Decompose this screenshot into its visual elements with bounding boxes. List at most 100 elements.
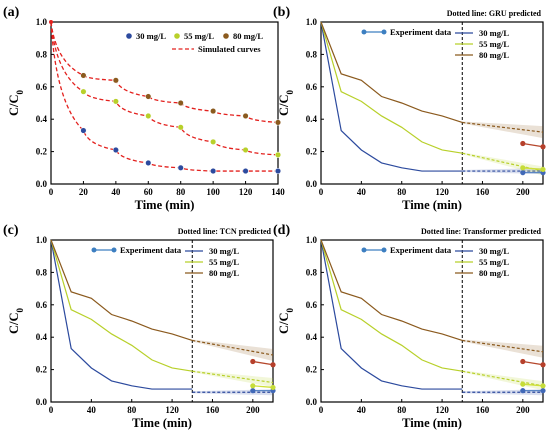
experiment-line bbox=[522, 360, 544, 366]
x-tick-label: 120 bbox=[435, 187, 449, 197]
legend-label: Experiment data bbox=[390, 245, 452, 255]
y-tick-label: 0.4 bbox=[36, 114, 48, 124]
x-tick-label: 20 bbox=[79, 187, 89, 197]
x-tick-label: 120 bbox=[435, 405, 449, 415]
experiment-point bbox=[520, 381, 526, 387]
data-point bbox=[80, 127, 87, 134]
x-axis-label: Time (min) bbox=[135, 198, 195, 212]
y-tick-label: 0.0 bbox=[306, 397, 318, 407]
y-axis-label: C/C0 bbox=[7, 89, 25, 116]
experiment-point bbox=[540, 383, 546, 389]
predicted-line bbox=[462, 121, 544, 133]
panel-label: (a) bbox=[3, 5, 20, 20]
plot-frame bbox=[50, 21, 279, 185]
series-line-55-mg-L bbox=[50, 239, 193, 372]
legend-marker bbox=[111, 247, 117, 253]
y-tick-label: 0.8 bbox=[36, 49, 48, 59]
y-tick-label: 1.0 bbox=[36, 17, 48, 27]
experiment-line bbox=[522, 167, 544, 171]
y-tick-label: 0.2 bbox=[36, 365, 48, 375]
y-tick-label: 0.8 bbox=[306, 49, 318, 59]
legend-marker bbox=[381, 29, 387, 35]
data-point bbox=[80, 88, 87, 95]
x-tick-label: 200 bbox=[516, 187, 530, 197]
x-tick-label: 40 bbox=[357, 405, 367, 415]
y-tick-label: 0.4 bbox=[306, 332, 318, 342]
y-tick-label: 0.6 bbox=[36, 300, 48, 310]
y-tick-label: 1.0 bbox=[306, 235, 318, 245]
x-axis-label: Time (min) bbox=[402, 198, 462, 212]
legend-label: 80 mg/L bbox=[209, 268, 239, 278]
experiment-point bbox=[520, 388, 526, 394]
x-tick-label: 80 bbox=[397, 187, 407, 197]
plot-frame bbox=[320, 21, 544, 185]
y-axis-label: C/C0 bbox=[7, 307, 25, 334]
legend-label: 80 mg/L bbox=[479, 50, 509, 60]
experiment-point bbox=[540, 144, 546, 150]
experiment-point bbox=[520, 165, 526, 171]
legend-label: 55 mg/L bbox=[479, 257, 509, 267]
y-axis-label-text: C/C0 bbox=[277, 89, 295, 116]
experiment-line bbox=[252, 360, 274, 366]
legend-label: Experiment data bbox=[120, 245, 182, 255]
y-tick-label: 0.0 bbox=[36, 179, 48, 189]
data-point bbox=[177, 99, 184, 107]
prediction-note: Dotted line: Transformer predicted bbox=[421, 227, 542, 236]
y-tick-label: 1.0 bbox=[36, 235, 48, 245]
x-tick-label: 60 bbox=[144, 187, 154, 197]
data-point bbox=[112, 146, 119, 154]
x-tick-label: 160 bbox=[476, 187, 490, 197]
experiment-point bbox=[520, 170, 526, 176]
prediction-note: Dotted line: GRU predicted bbox=[447, 9, 542, 18]
y-tick-label: 0.6 bbox=[36, 82, 48, 92]
experiment-point bbox=[250, 358, 256, 365]
experiment-point bbox=[250, 388, 256, 394]
experiment-line bbox=[522, 142, 544, 148]
experiment-point bbox=[540, 388, 546, 394]
legend-marker bbox=[126, 33, 132, 39]
series-line-80-mg-L bbox=[320, 21, 463, 124]
predicted-line bbox=[462, 152, 544, 172]
data-point bbox=[274, 151, 282, 158]
y-axis-label-text: C/C0 bbox=[7, 89, 25, 116]
data-point bbox=[112, 77, 119, 84]
plot-frame bbox=[320, 239, 544, 403]
data-point bbox=[242, 112, 249, 120]
x-tick-label: 120 bbox=[239, 187, 253, 197]
legend-label: 55 mg/L bbox=[184, 31, 214, 41]
legend-label: 80 mg/L bbox=[479, 268, 509, 278]
prediction-band bbox=[192, 339, 273, 362]
legend-marker bbox=[381, 247, 387, 253]
legend-marker bbox=[174, 33, 180, 39]
panel-label: (c) bbox=[3, 223, 19, 238]
experiment-point bbox=[520, 358, 526, 365]
legend-label: 30 mg/L bbox=[479, 28, 509, 38]
experiment-line bbox=[252, 385, 274, 389]
legend-label: Experiment data bbox=[390, 27, 452, 37]
y-tick-label: 0.0 bbox=[306, 179, 318, 189]
plot-frame bbox=[50, 239, 274, 403]
y-tick-label: 0.4 bbox=[306, 114, 318, 124]
x-tick-label: 40 bbox=[111, 187, 121, 197]
experiment-point bbox=[270, 362, 276, 368]
series-line-55-mg-L bbox=[320, 239, 463, 372]
data-point bbox=[242, 146, 249, 154]
x-axis-label: Time (min) bbox=[402, 416, 462, 430]
y-axis-label-text: C/C0 bbox=[277, 307, 295, 334]
y-tick-label: 0.2 bbox=[36, 147, 48, 157]
y-tick-label: 0.8 bbox=[36, 267, 48, 277]
predicted-line bbox=[462, 370, 544, 387]
legend-label: Simulated curves bbox=[198, 44, 261, 54]
legend-marker bbox=[91, 247, 97, 253]
data-point bbox=[145, 159, 152, 166]
y-axis-label: C/C0 bbox=[277, 307, 295, 334]
data-point bbox=[274, 119, 282, 126]
data-point bbox=[112, 98, 119, 105]
x-tick-label: 0 bbox=[319, 405, 324, 415]
experiment-line bbox=[522, 383, 544, 387]
legend-marker bbox=[223, 33, 229, 39]
data-point bbox=[274, 167, 282, 175]
experiment-point bbox=[520, 140, 526, 147]
